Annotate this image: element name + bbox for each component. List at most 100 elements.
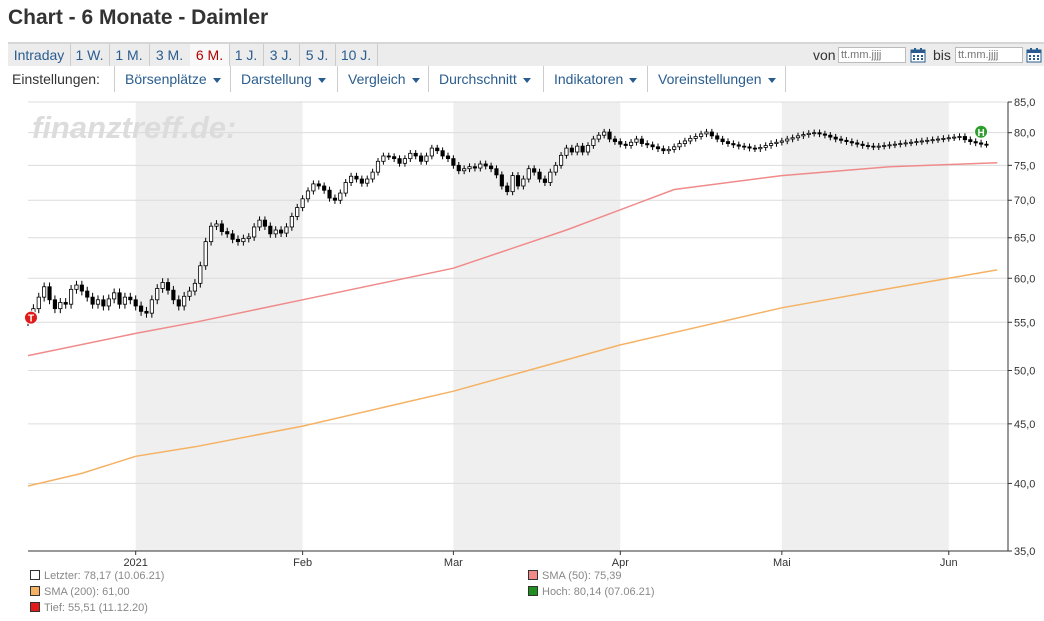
candle [865, 145, 871, 147]
menu-voreinstellungen[interactable]: Voreinstellungen [647, 66, 786, 92]
candle [144, 310, 149, 314]
candle [268, 225, 273, 235]
menu-boersenplaetze[interactable]: Börsenplätze [114, 66, 230, 92]
candle [871, 145, 876, 148]
candle [790, 137, 795, 140]
candle [515, 175, 521, 187]
x-tick-label: Mar [444, 557, 463, 569]
candle [149, 299, 154, 314]
candle [930, 139, 935, 142]
candle [849, 141, 854, 144]
candle [876, 145, 881, 148]
tab-6-months[interactable]: 6 M. [190, 44, 230, 66]
candle [580, 145, 585, 153]
tab-1-month[interactable]: 1 M. [109, 44, 150, 66]
range-toolbar: Intraday 1 W. 1 M. 3 M. 6 M. 1 J. 3 J. 5… [8, 42, 1044, 66]
candle [279, 229, 284, 234]
candle [973, 141, 978, 144]
candle [322, 185, 327, 191]
candle [252, 226, 257, 238]
candle [451, 158, 456, 166]
to-date-input[interactable] [955, 47, 1023, 63]
candle [192, 282, 197, 292]
candle [456, 164, 461, 172]
candle [957, 136, 962, 138]
from-date-input[interactable] [838, 47, 906, 63]
calendar-icon[interactable] [910, 47, 926, 63]
candle [736, 144, 741, 147]
candle [305, 190, 311, 200]
tab-5-years[interactable]: 5 J. [299, 44, 336, 66]
x-tick-label: Mai [773, 557, 791, 569]
price-chart: finanztreff.de: T H 85,0 80,0 75,0 70,0 65,0 6… [24, 97, 1035, 569]
candle [117, 292, 122, 305]
candle [758, 147, 763, 150]
legend-swatch [30, 586, 40, 596]
candle [898, 143, 903, 145]
candle [160, 282, 165, 289]
candle [553, 164, 558, 173]
candle [914, 141, 919, 144]
legend-swatch [528, 586, 538, 596]
candle [289, 216, 294, 228]
legend-item: Hoch: 80,14 (07.06.21) [528, 586, 655, 598]
candle [273, 229, 278, 235]
candle [979, 142, 984, 145]
candle [52, 299, 57, 310]
candle [699, 133, 704, 137]
tab-intraday[interactable]: Intraday [8, 44, 71, 66]
tab-3-years[interactable]: 3 J. [263, 44, 300, 66]
candle [295, 207, 300, 217]
candle [892, 143, 897, 146]
caret-down-icon [767, 77, 776, 83]
candle [629, 141, 634, 146]
legend-item: Tief: 55,51 (11.12.20) [30, 602, 148, 614]
candle [478, 163, 483, 169]
tab-1-week[interactable]: 1 W. [70, 44, 110, 66]
tab-1-year[interactable]: 1 J. [229, 44, 264, 66]
menu-vergleich[interactable]: Vergleich [337, 66, 428, 92]
candle [445, 155, 451, 160]
candle [246, 236, 251, 239]
candle [521, 178, 526, 187]
candle [435, 147, 440, 152]
candle [327, 189, 332, 199]
candle [182, 295, 187, 307]
candle [925, 139, 930, 142]
candle [688, 138, 693, 142]
candle [505, 185, 510, 193]
candle [343, 182, 348, 194]
candle [537, 171, 542, 180]
candle [677, 143, 682, 148]
candle [747, 146, 752, 149]
legend-swatch [30, 570, 40, 580]
y-tick-label: 35,0 [1014, 546, 1035, 558]
candle [634, 138, 639, 143]
calendar-icon[interactable] [1026, 47, 1042, 63]
candle [650, 144, 655, 148]
menu-indikatoren[interactable]: Indikatoren [543, 66, 647, 92]
candle [682, 140, 687, 144]
candle [63, 302, 68, 305]
candle [365, 178, 370, 184]
month-shade [781, 102, 949, 551]
candle [882, 145, 887, 147]
candle [817, 132, 822, 135]
y-tick-label: 60,0 [1014, 273, 1035, 285]
candle [392, 156, 397, 160]
candle [79, 284, 84, 292]
candle [542, 178, 547, 183]
candle [413, 152, 418, 157]
menu-darstellung[interactable]: Darstellung [230, 66, 337, 92]
candle [74, 284, 79, 290]
tab-10-years[interactable]: 10 J. [335, 44, 378, 66]
menu-durchschnitt[interactable]: Durchschnitt [428, 66, 543, 92]
legend-swatch [528, 570, 538, 580]
menu-label: Vergleich [348, 71, 406, 87]
y-tick-label: 85,0 [1014, 97, 1035, 109]
legend-text: Hoch: 80,14 (07.06.21) [542, 586, 655, 598]
candle [623, 143, 628, 146]
candle [122, 296, 127, 305]
candle [774, 141, 779, 144]
tab-3-months[interactable]: 3 M. [149, 44, 191, 66]
